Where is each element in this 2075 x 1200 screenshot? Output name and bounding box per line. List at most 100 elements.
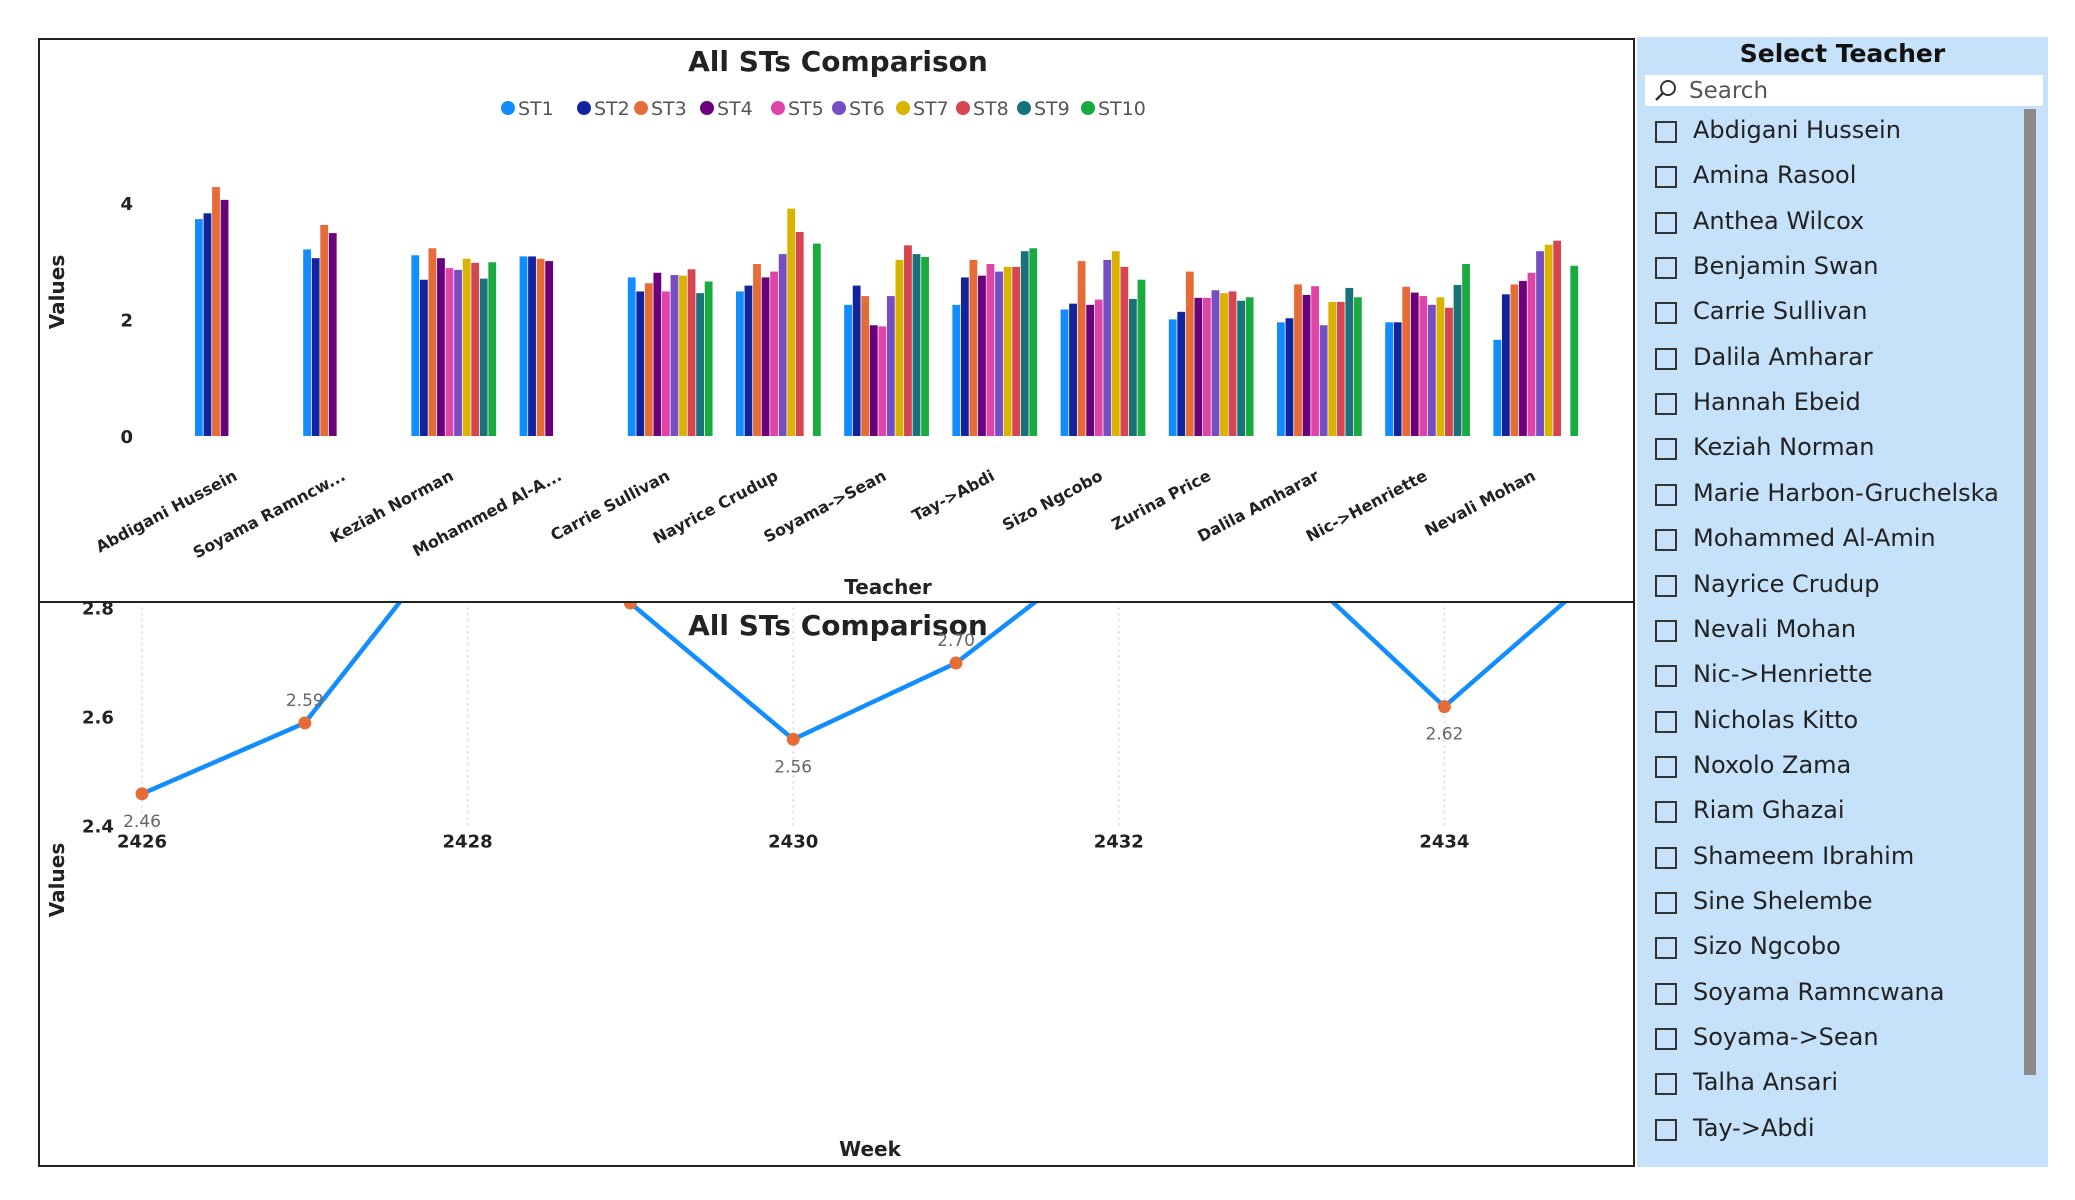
bar-st9-10[interactable] <box>1345 287 1354 436</box>
bar-st6-4[interactable] <box>670 275 679 436</box>
bar-st1-8[interactable] <box>1060 309 1069 436</box>
checkbox[interactable] <box>1655 891 1677 914</box>
bar-st5-12[interactable] <box>1527 272 1536 436</box>
bar-st8-4[interactable] <box>687 269 696 436</box>
checkbox[interactable] <box>1655 619 1677 642</box>
bar-st7-5[interactable] <box>787 208 796 436</box>
bar-st6-5[interactable] <box>778 254 787 436</box>
bar-st10-12[interactable] <box>1570 265 1579 436</box>
search-input[interactable] <box>1689 77 2029 104</box>
bar-st10-8[interactable] <box>1137 279 1146 436</box>
legend-item-st1[interactable]: ST1 <box>501 98 554 120</box>
slicer-item[interactable]: Soyama Ramncwana <box>1637 974 2017 1014</box>
checkbox[interactable] <box>1655 121 1677 143</box>
data-point-2430[interactable] <box>786 732 800 746</box>
slicer-item[interactable]: Noxolo Zama <box>1637 747 2017 787</box>
bar-st9-9[interactable] <box>1237 300 1245 436</box>
bar-st1-6[interactable] <box>844 304 852 436</box>
bar-st1-9[interactable] <box>1168 319 1177 436</box>
bar-st8-2[interactable] <box>471 262 480 436</box>
bar-st4-1[interactable] <box>328 233 337 436</box>
bar-st2-5[interactable] <box>744 285 753 436</box>
bar-st3-5[interactable] <box>753 264 761 436</box>
bar-st2-10[interactable] <box>1285 318 1294 436</box>
checkbox[interactable] <box>1655 393 1677 416</box>
bar-st1-5[interactable] <box>736 291 744 436</box>
bar-st3-0[interactable] <box>212 187 220 436</box>
checkbox[interactable] <box>1655 529 1677 552</box>
bar-st3-6[interactable] <box>861 296 870 436</box>
slicer-item[interactable]: Amina Rasool <box>1637 157 2017 197</box>
checkbox[interactable] <box>1655 937 1677 960</box>
slicer-item[interactable]: Keziah Norman <box>1637 429 2017 469</box>
data-point-2426[interactable] <box>135 787 149 801</box>
checkbox[interactable] <box>1655 982 1677 1005</box>
bar-st6-10[interactable] <box>1319 325 1328 436</box>
bar-st1-3[interactable] <box>519 256 528 436</box>
bar-st6-8[interactable] <box>1103 259 1112 436</box>
bar-st4-9[interactable] <box>1194 297 1203 436</box>
bar-st10-9[interactable] <box>1245 297 1254 436</box>
bar-st9-11[interactable] <box>1453 285 1462 436</box>
bar-st8-9[interactable] <box>1228 291 1237 436</box>
checkbox[interactable] <box>1655 302 1677 325</box>
bar-st4-3[interactable] <box>545 261 554 436</box>
data-point-2431[interactable] <box>949 656 963 670</box>
bar-st7-12[interactable] <box>1544 244 1553 436</box>
bar-st7-11[interactable] <box>1436 297 1445 436</box>
checkbox[interactable] <box>1655 438 1677 461</box>
slicer-item[interactable]: Nayrice Crudup <box>1637 566 2017 606</box>
legend-item-st3[interactable]: ST3 <box>634 98 687 120</box>
checkbox[interactable] <box>1655 211 1677 234</box>
checkbox[interactable] <box>1655 1028 1677 1050</box>
legend-item-st10[interactable]: ST10 <box>1081 98 1146 120</box>
bar-st3-12[interactable] <box>1510 284 1519 436</box>
bar-st2-8[interactable] <box>1069 303 1077 436</box>
bar-st2-12[interactable] <box>1501 294 1510 436</box>
checkbox[interactable] <box>1655 801 1677 824</box>
bar-st4-4[interactable] <box>653 272 662 436</box>
bar-st3-8[interactable] <box>1077 261 1086 436</box>
slicer-item[interactable]: Carrie Sullivan <box>1637 293 2017 333</box>
slicer-scrollbar[interactable] <box>2024 109 2036 1075</box>
slicer-item[interactable]: Riam Ghazai <box>1637 792 2017 832</box>
bar-st10-4[interactable] <box>704 281 713 436</box>
slicer-item[interactable]: Talha Ansari <box>1637 1064 2017 1104</box>
bar-st8-12[interactable] <box>1553 240 1562 436</box>
bar-st3-9[interactable] <box>1185 271 1194 436</box>
bar-st5-6[interactable] <box>878 326 887 436</box>
bar-st7-9[interactable] <box>1220 293 1228 436</box>
bar-st4-12[interactable] <box>1519 280 1527 436</box>
bar-st6-2[interactable] <box>454 269 462 436</box>
bar-st4-11[interactable] <box>1410 292 1419 436</box>
bar-st1-10[interactable] <box>1277 322 1285 436</box>
bar-st4-8[interactable] <box>1086 304 1095 436</box>
legend-item-st9[interactable]: ST9 <box>1017 98 1070 120</box>
bar-st7-4[interactable] <box>679 275 687 436</box>
bar-st2-9[interactable] <box>1177 311 1186 436</box>
slicer-item[interactable]: Dalila Amharar <box>1637 339 2017 379</box>
bar-st8-6[interactable] <box>904 245 912 436</box>
bar-st9-6[interactable] <box>912 254 921 436</box>
slicer-item[interactable]: Sizo Ngcobo <box>1637 928 2017 968</box>
bar-st10-11[interactable] <box>1462 264 1470 436</box>
bar-st2-4[interactable] <box>636 291 645 436</box>
checkbox[interactable] <box>1655 1118 1677 1141</box>
bar-st2-0[interactable] <box>203 213 212 436</box>
legend-item-st5[interactable]: ST5 <box>771 98 824 120</box>
bar-st3-10[interactable] <box>1294 284 1302 436</box>
bar-st10-2[interactable] <box>488 262 497 436</box>
bar-st7-6[interactable] <box>895 259 904 436</box>
slicer-item[interactable]: Nevali Mohan <box>1637 611 2017 651</box>
slicer-item[interactable]: Soyama->Sean <box>1637 1019 2017 1059</box>
bar-st9-8[interactable] <box>1129 298 1137 436</box>
bar-st8-8[interactable] <box>1120 266 1129 436</box>
bar-st2-7[interactable] <box>960 277 969 436</box>
bar-st9-2[interactable] <box>479 278 488 436</box>
bar-st3-11[interactable] <box>1402 286 1411 436</box>
data-point-2427[interactable] <box>298 716 312 730</box>
slicer-item[interactable]: Shameem Ibrahim <box>1637 838 2017 878</box>
checkbox[interactable] <box>1655 347 1677 370</box>
slicer-item[interactable]: Mohammed Al-Amin <box>1637 520 2017 560</box>
slicer-item[interactable]: Hannah Ebeid <box>1637 384 2017 424</box>
